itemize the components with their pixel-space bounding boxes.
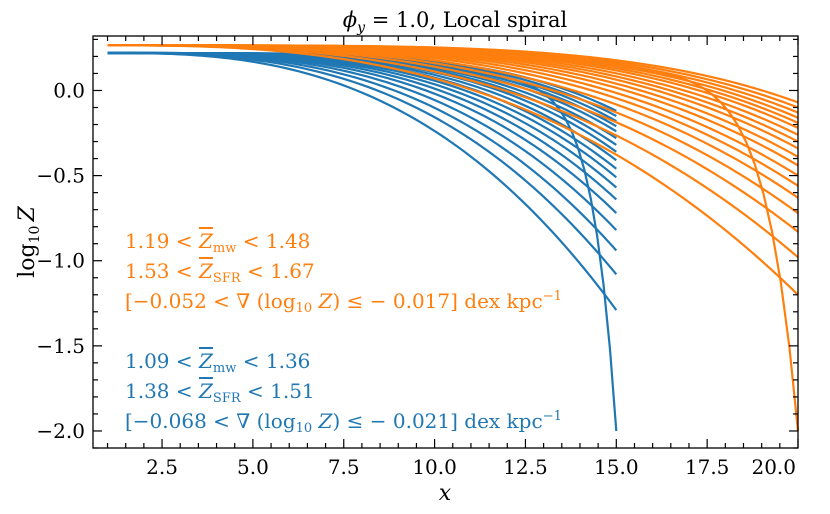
y-label-var: Z — [15, 206, 40, 223]
orange-annotation: 1.19 < Zmw < 1.48 1.53 < ZSFR < 1.67 [−0… — [125, 229, 562, 316]
blue-annotation: 1.09 < Zmw < 1.36 1.38 < ZSFR < 1.51 [−0… — [125, 349, 562, 436]
y-tick-labels: 0.0 −0.5 −1.0 −1.5 −2.0 — [36, 78, 85, 442]
y-axis-label: log10 Z — [15, 206, 43, 278]
x-tick-labels: 2.5 5.0 7.5 10.0 12.5 15.0 17.5 20.0 — [146, 455, 796, 479]
x-tick-label: 17.5 — [685, 455, 730, 479]
blue-series-line-18 — [107, 51, 618, 311]
orange-annotation-line3: [−0.052 < ∇ (log10 Z) ≤ − 0.017] dex kpc… — [125, 289, 562, 316]
y-tick-label: −2.0 — [36, 419, 85, 443]
blue-annotation-line3: [−0.068 < ∇ (log10 Z) ≤ − 0.021] dex kpc… — [125, 409, 562, 436]
title-phi: ϕ — [343, 8, 357, 32]
y-tick-label: −0.5 — [36, 164, 85, 188]
blue-annotation-line1: 1.09 < Zmw < 1.36 — [125, 349, 310, 376]
title-rest: = 1.0, Local spiral — [365, 8, 567, 32]
y-tick-label: −1.5 — [36, 334, 85, 358]
y-tick-label: 0.0 — [53, 78, 85, 102]
y-tick-label: −1.0 — [36, 249, 85, 273]
blue-series-line-19 — [107, 51, 618, 432]
x-tick-label: 2.5 — [146, 455, 178, 479]
blue-series-line-16 — [107, 51, 618, 252]
y-label-log: log — [15, 243, 40, 277]
x-tick-label: 10.0 — [412, 455, 457, 479]
orange-series-line-18 — [107, 44, 799, 296]
ticks — [93, 36, 799, 449]
orange-annotation-line2: 1.53 < ZSFR < 1.67 — [125, 259, 315, 286]
blue-annotation-line2: 1.38 < ZSFR < 1.51 — [125, 379, 315, 406]
title-sub: y — [356, 20, 366, 36]
x-tick-label: 15.0 — [594, 455, 639, 479]
x-tick-label: 20.0 — [751, 455, 796, 479]
x-tick-label: 7.5 — [328, 455, 360, 479]
orange-annotation-line1: 1.19 < Zmw < 1.48 — [125, 229, 310, 256]
x-tick-label: 5.0 — [237, 455, 269, 479]
orange-series-line-19 — [107, 44, 800, 432]
x-tick-label: 12.5 — [503, 455, 548, 479]
chart-title: ϕy = 1.0, Local spiral — [343, 8, 568, 36]
x-axis-label: x — [439, 481, 452, 506]
y-label-sub: 10 — [27, 226, 43, 244]
curves — [107, 44, 800, 432]
plot-frame — [92, 35, 799, 449]
